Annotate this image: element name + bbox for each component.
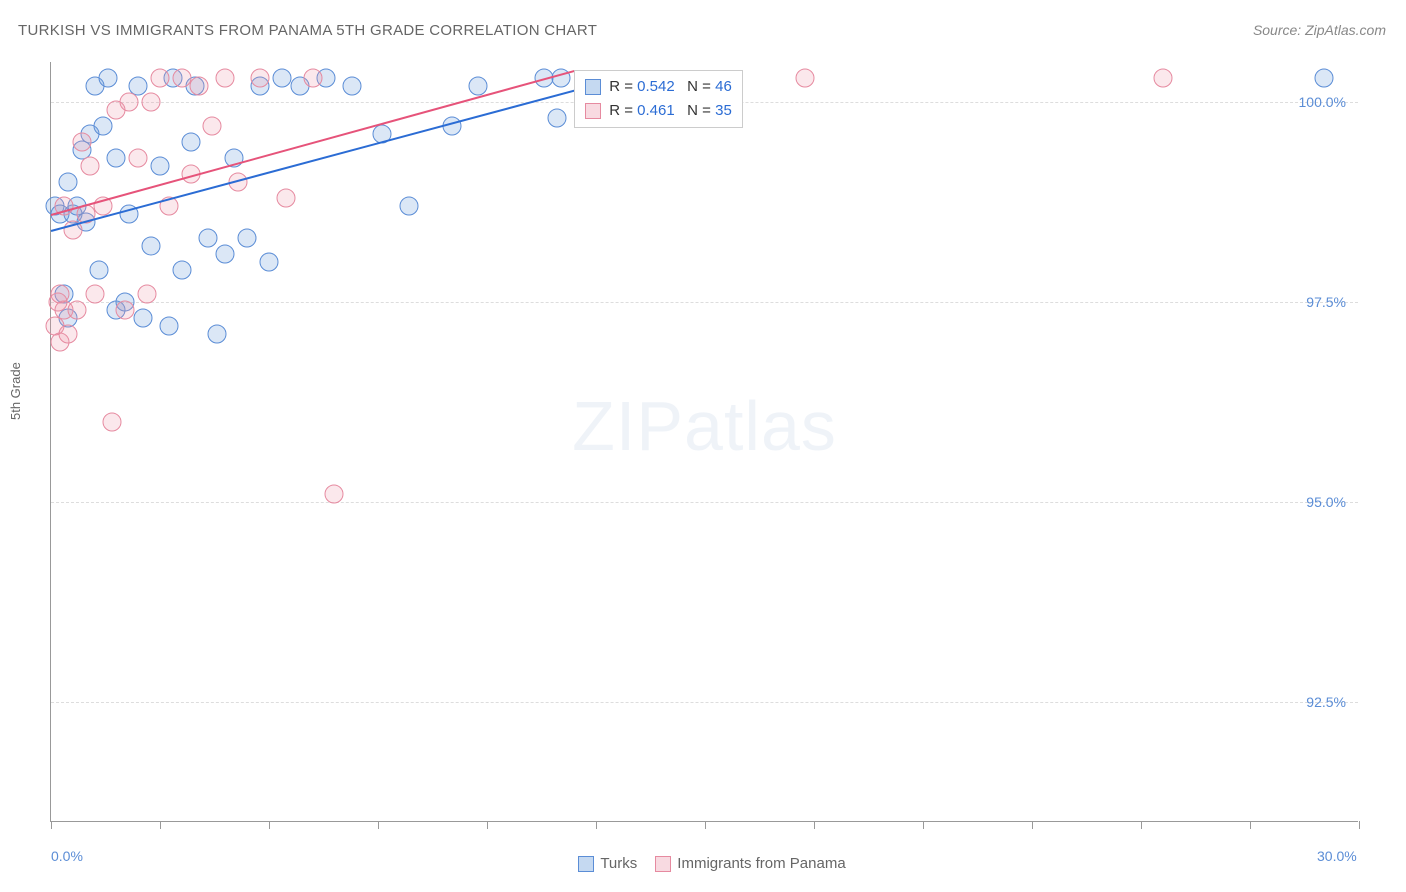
scatter-point	[133, 309, 152, 328]
scatter-point	[72, 133, 91, 152]
gridline	[51, 502, 1358, 503]
y-tick-label: 97.5%	[1306, 294, 1346, 310]
scatter-point	[94, 117, 113, 136]
scatter-point	[260, 253, 279, 272]
legend-label: Immigrants from Panama	[677, 855, 845, 872]
scatter-point	[198, 229, 217, 248]
scatter-point	[469, 77, 488, 96]
scatter-point	[151, 157, 170, 176]
scatter-point	[547, 109, 566, 128]
scatter-point	[151, 69, 170, 88]
x-tick	[1359, 821, 1360, 829]
scatter-point	[116, 301, 135, 320]
scatter-point	[251, 69, 270, 88]
stat-box: R = 0.542 N = 46R = 0.461 N = 35	[574, 70, 743, 128]
x-tick	[705, 821, 706, 829]
scatter-point	[399, 197, 418, 216]
plot-area: ZIPatlas 92.5%95.0%97.5%100.0%0.0%30.0%R…	[50, 62, 1358, 822]
stat-row: R = 0.542 N = 46	[585, 75, 732, 99]
scatter-point	[142, 93, 161, 112]
x-tick	[596, 821, 597, 829]
bottom-legend: Turks Immigrants from Panama	[0, 855, 1406, 872]
legend-label: Turks	[600, 855, 637, 872]
scatter-point	[142, 237, 161, 256]
scatter-point	[59, 325, 78, 344]
x-tick	[378, 821, 379, 829]
scatter-point	[216, 245, 235, 264]
legend-swatch	[585, 103, 601, 119]
scatter-point	[98, 69, 117, 88]
x-tick	[1141, 821, 1142, 829]
x-tick	[51, 821, 52, 829]
gridline	[51, 702, 1358, 703]
scatter-point	[1153, 69, 1172, 88]
scatter-point	[68, 301, 87, 320]
scatter-point	[190, 77, 209, 96]
x-tick	[160, 821, 161, 829]
scatter-point	[59, 173, 78, 192]
scatter-point	[159, 317, 178, 336]
scatter-point	[303, 69, 322, 88]
stat-row: R = 0.461 N = 35	[585, 99, 732, 123]
y-tick-label: 100.0%	[1299, 94, 1346, 110]
scatter-point	[342, 77, 361, 96]
chart-source: Source: ZipAtlas.com	[1253, 22, 1386, 38]
legend-swatch	[655, 856, 671, 872]
scatter-point	[172, 261, 191, 280]
y-axis-label: 5th Grade	[8, 362, 23, 420]
scatter-point	[103, 413, 122, 432]
gridline	[51, 302, 1358, 303]
scatter-point	[1315, 69, 1334, 88]
scatter-point	[181, 133, 200, 152]
scatter-point	[137, 285, 156, 304]
scatter-point	[216, 69, 235, 88]
scatter-point	[238, 229, 257, 248]
scatter-point	[207, 325, 226, 344]
scatter-point	[120, 93, 139, 112]
scatter-point	[89, 261, 108, 280]
y-tick-label: 95.0%	[1306, 494, 1346, 510]
chart-title: TURKISH VS IMMIGRANTS FROM PANAMA 5TH GR…	[18, 22, 597, 39]
x-tick	[487, 821, 488, 829]
scatter-point	[796, 69, 815, 88]
x-tick	[269, 821, 270, 829]
scatter-point	[273, 69, 292, 88]
scatter-point	[325, 485, 344, 504]
scatter-point	[107, 149, 126, 168]
legend-swatch	[585, 79, 601, 95]
scatter-point	[85, 285, 104, 304]
scatter-point	[277, 189, 296, 208]
x-tick	[814, 821, 815, 829]
scatter-point	[203, 117, 222, 136]
x-tick	[1032, 821, 1033, 829]
legend-swatch	[578, 856, 594, 872]
x-tick	[923, 821, 924, 829]
scatter-point	[172, 69, 191, 88]
y-tick-label: 92.5%	[1306, 694, 1346, 710]
watermark: ZIPatlas	[572, 386, 837, 466]
x-tick	[1250, 821, 1251, 829]
scatter-point	[129, 149, 148, 168]
scatter-point	[81, 157, 100, 176]
